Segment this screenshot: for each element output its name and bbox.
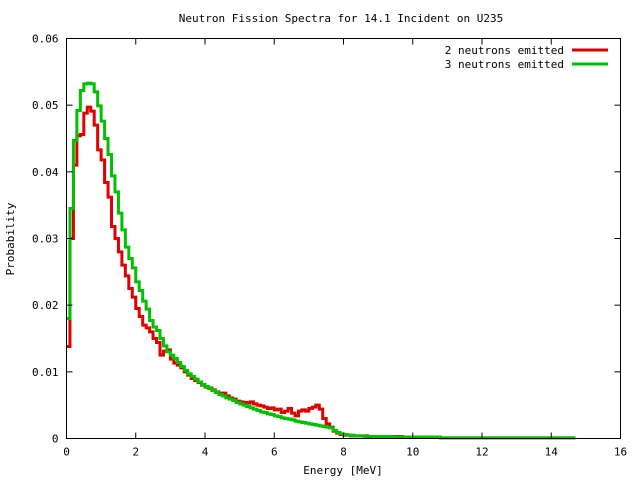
- y-tick-label: 0.06: [32, 33, 59, 46]
- y-tick-label: 0: [52, 433, 59, 446]
- y-tick-label: 0.02: [32, 299, 59, 312]
- legend-label-2: 3 neutrons emitted: [445, 58, 564, 71]
- series-line-1: [66, 105, 576, 440]
- y-tick-label: 0.04: [32, 166, 59, 179]
- x-tick-label: 10: [406, 446, 419, 459]
- x-tick-label: 8: [340, 446, 347, 459]
- y-axis-label: Probability: [4, 202, 17, 275]
- tick-layer: 0 2 4 6 8 10 12 14 16 0 0.01 0.02 0.03 0.04 0.05 0.06: [32, 33, 627, 459]
- x-tick-label: 14: [545, 446, 559, 459]
- series-layer: [66, 81, 576, 440]
- x-tick-label: 6: [271, 446, 278, 459]
- y-tick-label: 0.01: [32, 366, 59, 379]
- x-tick-label: 2: [132, 446, 139, 459]
- x-tick-label: 4: [202, 446, 209, 459]
- x-tick-label: 16: [614, 446, 627, 459]
- y-tick-label: 0.03: [32, 233, 59, 246]
- plot-frame: [66, 38, 621, 439]
- x-tick-label: 0: [63, 446, 70, 459]
- y-tick-label: 0.05: [32, 99, 59, 112]
- x-axis-label: Energy [MeV]: [303, 464, 382, 477]
- legend-label-1: 2 neutrons emitted: [445, 44, 564, 57]
- series-line-2: [66, 81, 576, 440]
- chart-title: Neutron Fission Spectra for 14.1 Inciden…: [179, 12, 504, 25]
- x-tick-label: 12: [475, 446, 488, 459]
